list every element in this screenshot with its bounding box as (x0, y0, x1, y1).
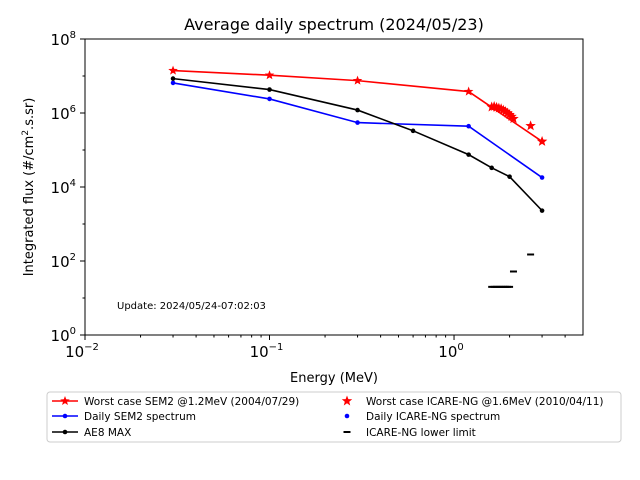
series-2 (170, 76, 545, 213)
series-3 (486, 100, 548, 146)
x-tick-label-exp: −1 (269, 342, 284, 353)
x-tick-label: 100 (438, 342, 463, 361)
data-point (489, 165, 494, 171)
series-5 (488, 253, 535, 288)
y-tick-label-exp: 6 (70, 104, 76, 115)
data-point (498, 104, 509, 115)
y-tick-label: 100 (51, 326, 76, 345)
data-point (264, 70, 275, 80)
y-tick-label-base: 10 (51, 105, 70, 123)
legend-label: Daily SEM2 spectrum (84, 411, 196, 423)
data-point (539, 208, 545, 213)
series-line (172, 77, 543, 212)
y-axis-label: Integrated flux (#/cm2.s.sr) (21, 98, 37, 277)
legend-label: AE8 MAX (84, 427, 131, 439)
x-axis-label: Energy (MeV) (290, 371, 378, 386)
legend-marker (341, 395, 353, 406)
data-point (170, 80, 176, 86)
data-point (536, 135, 548, 146)
y-axis-label-tail: .s.sr) (22, 98, 37, 130)
legend-label: Worst case SEM2 @1.2MeV (2004/07/29) (84, 396, 299, 408)
x-tick-label-base: 10 (65, 343, 84, 361)
data-point (355, 120, 360, 125)
y-tick-label: 104 (51, 178, 76, 197)
data-point (508, 113, 519, 124)
data-point (170, 76, 176, 81)
legend-marker (62, 429, 68, 435)
legend-marker (62, 413, 68, 419)
y-tick-label-exp: 0 (70, 326, 76, 337)
data-point (466, 123, 471, 129)
data-point (267, 96, 272, 102)
legend: Worst case SEM2 @1.2MeV (2004/07/29) Dail… (46, 391, 622, 443)
y-tick-label: 102 (51, 252, 76, 271)
x-axis: 10−2 10−1 100 (65, 335, 566, 361)
data-point (506, 111, 517, 122)
data-point (507, 174, 512, 179)
x-tick-label-exp: −2 (84, 342, 99, 353)
legend-box (46, 391, 622, 443)
data-point (525, 120, 536, 131)
legend-marker (344, 413, 350, 419)
y-tick-label-base: 10 (51, 31, 70, 49)
y-tick-label-exp: 8 (70, 30, 76, 41)
data-point (267, 87, 272, 92)
legend-label: Daily ICARE-NG spectrum (366, 411, 500, 423)
data-point (502, 107, 513, 118)
y-tick-label: 108 (51, 30, 76, 49)
legend-label: Worst case ICARE-NG @1.6MeV (2010/04/11) (366, 396, 604, 408)
data-point (539, 175, 545, 180)
series-layer (168, 65, 548, 288)
legend-label: ICARE-NG lower limit (366, 427, 476, 439)
data-point (466, 152, 471, 157)
x-tick-label-exp: 0 (457, 342, 463, 353)
data-point (500, 105, 511, 116)
plot-frame (84, 38, 584, 336)
y-tick-label: 106 (51, 104, 76, 123)
data-point (168, 65, 178, 75)
legend-marker (60, 396, 70, 406)
data-point (463, 86, 474, 96)
y-tick-label-exp: 4 (70, 178, 76, 189)
x-tick-label: 10−1 (250, 342, 284, 361)
y-tick-label-base: 10 (51, 253, 70, 271)
series-1 (170, 80, 545, 180)
data-point (355, 107, 360, 113)
y-axis-label-sup: 2 (21, 130, 31, 136)
y-tick-label-base: 10 (51, 327, 70, 345)
update-annotation: Update: 2024/05/24-07:02:03 (117, 301, 266, 312)
data-point (504, 109, 515, 120)
y-tick-label-base: 10 (51, 179, 70, 197)
y-axis-label-main: Integrated flux (#/cm (22, 136, 37, 277)
x-tick-label-base: 10 (438, 343, 457, 361)
data-point (410, 128, 416, 134)
x-tick-label-base: 10 (250, 343, 269, 361)
data-point (352, 75, 363, 85)
x-tick-label: 10−2 (65, 342, 99, 361)
y-tick-label-exp: 2 (70, 252, 76, 263)
chart-title: Average daily spectrum (2024/05/23) (184, 15, 484, 34)
